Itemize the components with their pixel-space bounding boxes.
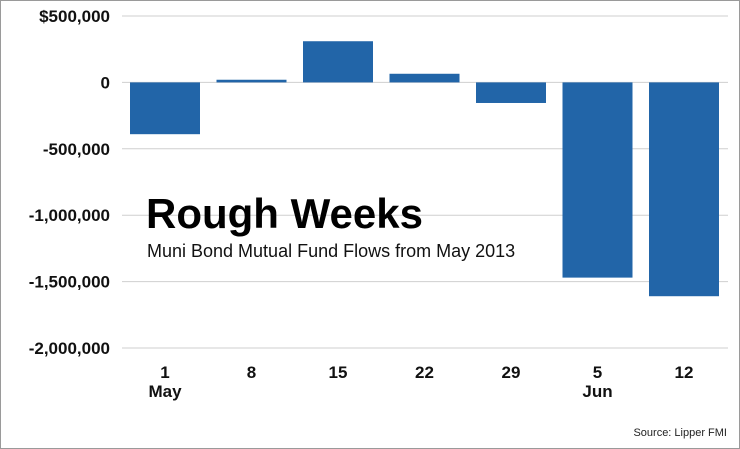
y-tick-label: 0 <box>101 73 110 92</box>
bars <box>130 41 719 297</box>
x-month-label: May <box>148 382 182 401</box>
x-tick-label: 15 <box>329 363 348 382</box>
x-month-label: Jun <box>582 382 612 401</box>
bar <box>562 82 633 278</box>
x-tick-label: 29 <box>502 363 521 382</box>
y-tick-label: -2,000,000 <box>29 339 110 358</box>
y-axis-tick-labels: $500,000 0 -500,000 -1,000,000 -1,500,000 -2,… <box>29 7 110 358</box>
x-tick-label: 12 <box>675 363 694 382</box>
bar <box>649 82 719 297</box>
bar <box>130 82 200 135</box>
source-note: Source: Lipper FMI <box>633 427 727 439</box>
x-tick-label: 8 <box>247 363 256 382</box>
bar <box>476 82 546 103</box>
x-tick-label: 5 <box>593 363 602 382</box>
chart-title: Rough Weeks <box>146 190 423 237</box>
y-tick-label: $500,000 <box>39 7 110 26</box>
y-tick-label: -1,500,000 <box>29 273 110 292</box>
x-tick-label: 22 <box>415 363 434 382</box>
grid-lines <box>122 15 728 349</box>
bar <box>303 41 373 83</box>
bar <box>216 79 287 83</box>
y-tick-label: -500,000 <box>43 140 110 159</box>
x-tick-label: 1 <box>160 363 169 382</box>
y-tick-label: -1,000,000 <box>29 206 110 225</box>
bar <box>389 73 460 83</box>
chart-subtitle: Muni Bond Mutual Fund Flows from May 201… <box>147 241 515 261</box>
